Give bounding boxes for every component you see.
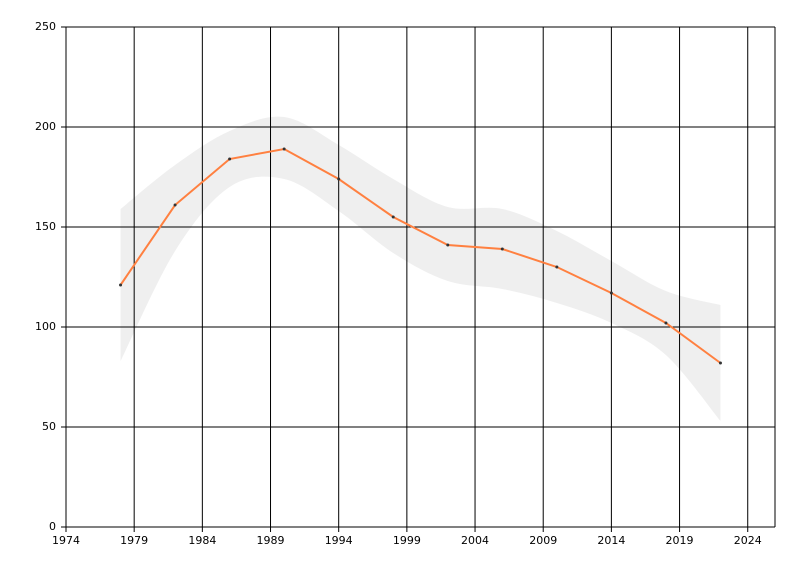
- x-tick-label: 1979: [120, 534, 148, 547]
- point: [173, 203, 177, 207]
- x-tick-label: 1994: [325, 534, 353, 547]
- point: [119, 283, 123, 287]
- x-tick-label: 2004: [461, 534, 489, 547]
- x-tick-label: 1999: [393, 534, 421, 547]
- point: [282, 147, 286, 151]
- line: [119, 147, 722, 364]
- x-tick-label: 2019: [666, 534, 694, 547]
- point: [609, 291, 613, 295]
- y-tick-label: 100: [35, 320, 56, 333]
- point: [391, 215, 395, 219]
- x-tick-label: 1984: [188, 534, 216, 547]
- confidence-band: [120, 116, 721, 422]
- point: [337, 177, 341, 181]
- x-tick-label: 2024: [734, 534, 762, 547]
- point: [718, 361, 722, 365]
- point: [446, 243, 450, 247]
- x-tick-label: 2014: [597, 534, 625, 547]
- y-tick-label: 0: [49, 520, 56, 533]
- point: [664, 321, 668, 325]
- x-tick-label: 2009: [529, 534, 557, 547]
- y-tick-label: 50: [42, 420, 56, 433]
- point: [500, 247, 504, 251]
- x-tick-label: 1974: [52, 534, 80, 547]
- point: [555, 265, 559, 269]
- point: [228, 157, 232, 161]
- y-tick-label: 150: [35, 220, 56, 233]
- y-tick-label: 200: [35, 120, 56, 133]
- y-tick-label: 250: [35, 20, 56, 33]
- x-tick-label: 1989: [257, 534, 285, 547]
